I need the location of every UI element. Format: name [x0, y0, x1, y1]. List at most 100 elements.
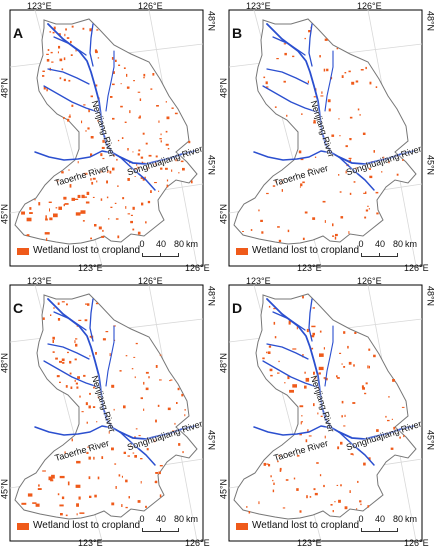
wetland-loss-patch — [308, 30, 311, 33]
map-canvas — [219, 275, 438, 550]
wetland-loss-patch — [317, 412, 319, 415]
wetland-loss-patch — [402, 159, 404, 161]
wetland-loss-patch — [92, 406, 96, 408]
wetland-loss-patch — [153, 439, 156, 443]
wetland-loss-patch — [71, 197, 75, 201]
wetland-loss-patch — [87, 446, 90, 448]
tick-left-45n: 45°N — [219, 203, 229, 225]
wetland-loss-patch — [286, 114, 288, 117]
wetland-loss-patch — [110, 206, 113, 208]
wetland-loss-patch — [355, 167, 357, 169]
wetland-loss-patch — [165, 130, 168, 133]
tributary-north-2 — [89, 298, 94, 342]
wetland-loss-patch — [84, 319, 88, 322]
wetland-loss-patch — [278, 360, 280, 363]
wetland-loss-patch — [115, 218, 119, 220]
wetland-loss-patch — [388, 396, 390, 398]
wetland-loss-patch — [347, 345, 349, 349]
wetland-loss-patch — [68, 116, 71, 118]
wetland-loss-patch — [102, 229, 104, 232]
wetland-loss-patch — [299, 405, 304, 408]
wetland-loss-patch — [144, 176, 146, 179]
wetland-loss-patch — [313, 119, 316, 123]
wetland-loss-patch — [145, 142, 148, 145]
tick-left-45n: 45°N — [0, 203, 10, 225]
wetland-loss-patch — [59, 475, 65, 479]
wetland-loss-patch — [63, 196, 67, 200]
wetland-loss-patch — [353, 181, 356, 183]
wetland-loss-patch — [64, 451, 66, 454]
wetland-loss-patch — [357, 108, 360, 111]
wetland-loss-patch — [49, 217, 53, 221]
tick-left-45n: 45°N — [219, 478, 229, 500]
wetland-loss-patch — [288, 320, 292, 323]
wetland-loss-patch — [130, 444, 132, 448]
wetland-loss-patch — [266, 351, 268, 354]
wetland-loss-patch — [89, 355, 91, 357]
wetland-loss-patch — [143, 73, 146, 77]
songhuajiang-river — [119, 150, 196, 165]
wetland-loss-patch — [136, 166, 140, 169]
wetland-loss-patch — [323, 484, 325, 488]
wetland-loss-patch — [305, 377, 310, 382]
scale-bar-labels: 0 40 80 km — [139, 240, 210, 251]
wetland-loss-patch — [340, 484, 342, 487]
wetland-loss-patch — [313, 376, 317, 380]
songhuajiang-south — [119, 431, 156, 466]
wetland-loss-patch — [77, 161, 79, 164]
wetland-loss-patch — [126, 73, 128, 77]
wetland-loss-patch — [77, 376, 80, 379]
tick-top-123e: 123°E — [246, 276, 271, 286]
wetland-loss-patch — [130, 220, 133, 224]
tributary-north-1 — [53, 311, 87, 331]
wetland-loss-patch — [301, 113, 303, 115]
wetland-loss-patch — [106, 196, 109, 199]
wetland-loss-patch — [46, 237, 48, 241]
wetland-loss-patch — [97, 57, 100, 59]
wetland-loss-patch — [299, 186, 301, 188]
wetland-loss-patch — [140, 177, 144, 179]
wetland-loss-patch — [319, 474, 322, 477]
scale-label-0: 0 — [139, 514, 145, 524]
wetland-loss-patch — [146, 166, 149, 170]
wetland-loss-patch — [288, 321, 291, 325]
wetland-loss-patch — [307, 80, 309, 84]
wetland-loss-patch — [296, 454, 300, 457]
wetland-loss-patch — [182, 167, 185, 171]
wetland-loss-patch — [101, 235, 105, 238]
tick-left-48n: 48°N — [0, 77, 10, 99]
wetland-loss-patch — [270, 475, 272, 478]
wetland-loss-patch — [94, 84, 98, 87]
wetland-loss-patch — [188, 140, 191, 144]
wetland-loss-patch — [124, 121, 127, 123]
wetland-loss-patch — [111, 502, 115, 506]
wetland-loss-patch — [166, 184, 169, 188]
wetland-loss-patch — [403, 435, 405, 438]
wetland-loss-patch — [112, 117, 115, 120]
wetland-loss-patch — [107, 170, 110, 172]
wetland-loss-patch — [61, 68, 64, 71]
wetland-loss-patch — [365, 382, 368, 385]
wetland-loss-patch — [313, 96, 316, 98]
wetland-loss-patch — [119, 370, 122, 372]
wetland-loss-patch — [61, 171, 64, 174]
wetland-loss-patch — [141, 161, 144, 164]
wetland-loss-patches — [242, 26, 404, 243]
wetland-loss-patch — [343, 366, 346, 368]
wetland-loss-patch — [155, 155, 158, 158]
wetland-loss-patch — [85, 130, 87, 132]
wetland-loss-patch — [65, 28, 67, 31]
wetland-loss-patch — [50, 479, 54, 482]
wetland-loss-patch — [69, 360, 72, 364]
wetland-loss-patch — [135, 342, 138, 345]
wetland-loss-patch — [134, 376, 136, 379]
wetland-loss-patch — [279, 182, 282, 185]
wetland-loss-patches — [21, 25, 193, 241]
wetland-loss-patch — [165, 167, 168, 170]
wetland-loss-patch — [132, 151, 134, 153]
wetland-loss-patch — [319, 55, 321, 58]
scale-mid-tick — [160, 528, 161, 532]
wetland-loss-patch — [35, 503, 40, 507]
wetland-loss-patch — [136, 163, 138, 166]
songhuajiang-river — [338, 150, 415, 165]
